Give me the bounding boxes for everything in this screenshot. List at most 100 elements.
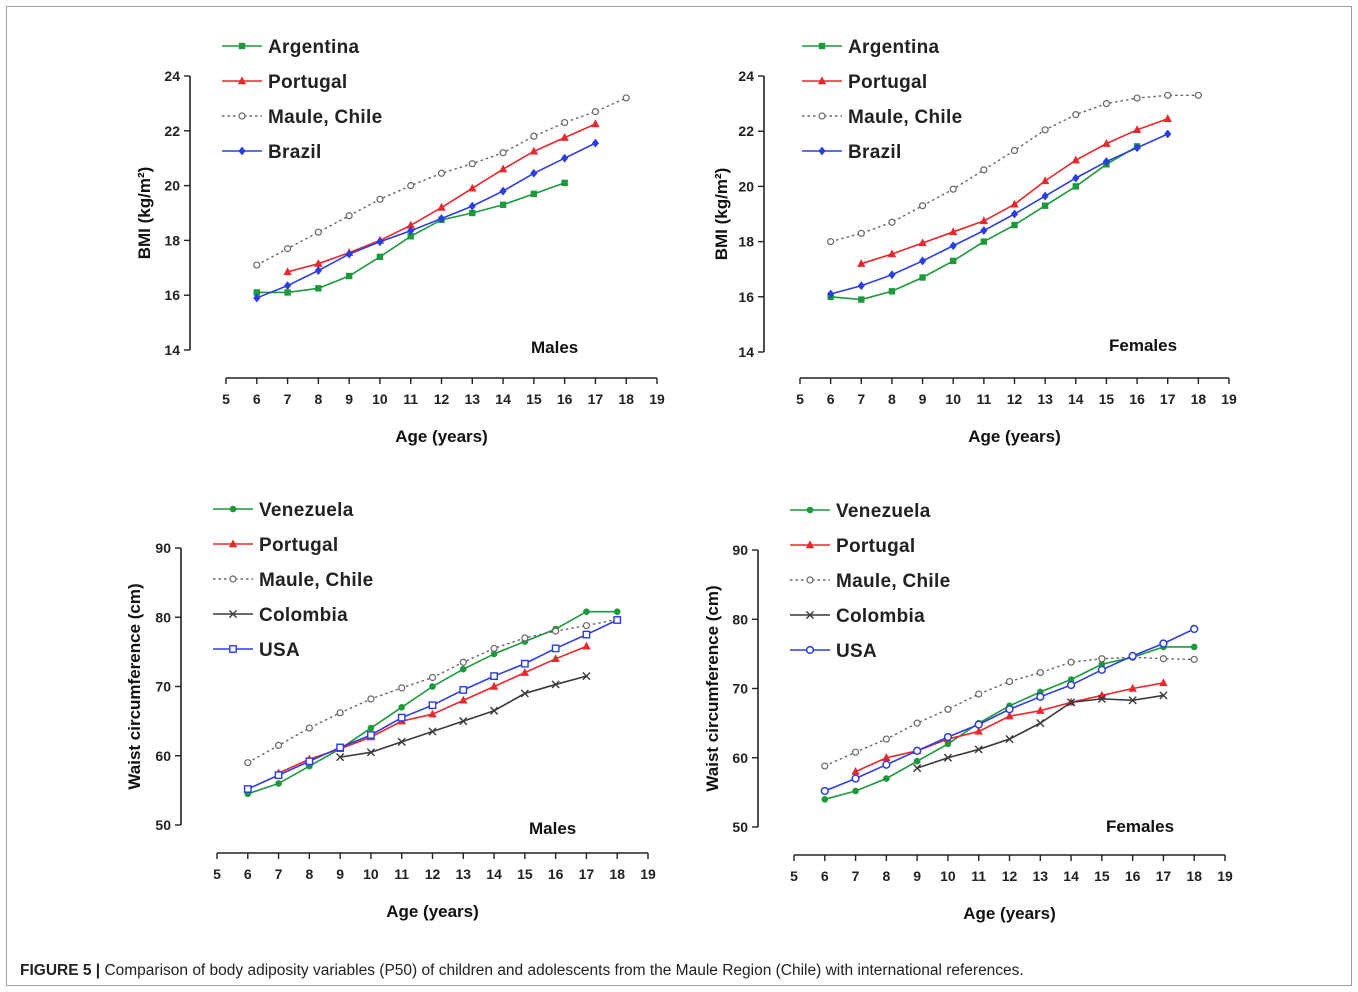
data-point-portugal — [468, 183, 477, 192]
series-usa — [820, 624, 1199, 796]
data-point-usa — [1190, 624, 1199, 634]
data-point-brazil — [499, 186, 507, 196]
x-tick-label: 17 — [1160, 391, 1176, 407]
data-point-brazil — [407, 226, 415, 236]
x-tick-label: 12 — [1007, 391, 1023, 407]
x-tick-label: 15 — [1094, 868, 1110, 884]
data-point-portugal — [560, 133, 569, 141]
legend-label: Brazil — [848, 142, 902, 163]
data-point-usa — [820, 786, 829, 796]
legend-item-colombia: Colombia — [213, 605, 348, 626]
data-point-brazil — [1041, 191, 1049, 201]
x-tick-label: 19 — [649, 391, 665, 407]
legend-marker-colombia — [805, 610, 815, 620]
x-tick-label: 18 — [1186, 868, 1202, 884]
series-portugal — [851, 678, 1168, 775]
data-point-maule-chile — [827, 238, 835, 246]
x-tick-label: 7 — [852, 868, 860, 884]
legend-item-brazil: Brazil — [802, 142, 902, 163]
x-tick-label: 11 — [394, 866, 409, 882]
legend-item-usa: USA — [790, 641, 877, 662]
legend-label: USA — [259, 640, 300, 661]
legend-marker-maule-chile — [229, 575, 237, 583]
legend-item-maule-chile: Maule, Chile — [222, 107, 382, 128]
data-point-usa — [1097, 665, 1107, 674]
data-point-maule-chile — [582, 621, 591, 630]
series-portugal — [857, 114, 1172, 267]
data-point-usa — [428, 701, 437, 710]
legend-marker-maule-chile — [806, 576, 814, 584]
x-tick-label: 6 — [253, 391, 261, 407]
data-point-maule-chile — [1005, 677, 1014, 686]
y-tick-label: 90 — [155, 540, 171, 556]
panel-sex-label: Females — [1106, 817, 1174, 836]
legend: Venezuela Portugal Maule, Chile Colombia USA — [213, 500, 373, 661]
data-point-usa — [912, 746, 922, 755]
legend-marker-maule-chile — [238, 112, 246, 120]
chart-waist-females-svg: 50 60 70 80 90 5 6 7 8 9 10 11 12 13 14 15 16 17 18 19 Age (… — [703, 501, 1233, 923]
data-point-argentina — [888, 288, 896, 295]
data-point-colombia — [1036, 719, 1045, 728]
data-point-colombia — [336, 753, 345, 762]
data-point-colombia — [428, 727, 437, 736]
data-point-portugal — [1132, 125, 1142, 134]
series-line-brazil — [256, 142, 596, 299]
x-tick-label: 13 — [464, 391, 480, 407]
data-point-usa — [551, 644, 560, 653]
chart-bmi-males-svg: 14 16 18 20 22 24 5 6 7 8 9 10 11 12 13 14 15 16 17 18 19 Age… — [135, 37, 665, 446]
data-point-brazil — [314, 266, 322, 275]
x-tick-label: 8 — [314, 391, 322, 407]
data-point-maule-chile — [437, 169, 446, 177]
y-tick-label: 50 — [732, 819, 748, 835]
data-point-brazil — [591, 138, 600, 148]
x-tick-label: 19 — [1221, 391, 1237, 407]
data-point-maule-chile — [253, 261, 261, 269]
legend-item-venezuela: Venezuela — [213, 500, 353, 521]
legend-item-portugal: Portugal — [790, 536, 915, 557]
legend-marker-venezuela — [806, 506, 814, 514]
data-point-argentina — [1041, 202, 1049, 209]
y-tick-label: 22 — [164, 123, 180, 139]
data-point-argentina — [1072, 183, 1079, 190]
x-tick-label: 12 — [425, 866, 441, 882]
legend-label: Colombia — [836, 606, 925, 627]
x-tick-label: 13 — [1037, 391, 1053, 407]
legend-item-maule-chile: Maule, Chile — [802, 107, 962, 128]
data-point-maule-chile — [305, 724, 313, 732]
y-axis-title: Waist circumference (cm) — [125, 583, 144, 789]
data-point-portugal — [1040, 176, 1050, 185]
legend-marker-maule-chile — [818, 112, 826, 120]
data-point-brazil — [1072, 173, 1080, 183]
data-point-venezuela — [613, 608, 621, 616]
data-point-maule-chile — [314, 228, 322, 236]
x-tick-label: 10 — [945, 391, 961, 407]
data-point-maule-chile — [1072, 111, 1080, 119]
data-point-venezuela — [852, 787, 859, 795]
x-tick-label: 9 — [336, 866, 344, 882]
y-tick-label: 24 — [738, 68, 754, 84]
x-tick-label: 16 — [548, 866, 564, 882]
data-point-maule-chile — [244, 759, 252, 767]
x-tick-label: 13 — [1032, 868, 1048, 884]
data-point-argentina — [345, 272, 353, 280]
data-point-portugal — [1128, 683, 1137, 692]
data-point-colombia — [1005, 734, 1014, 744]
data-point-usa — [882, 760, 891, 769]
data-point-maule-chile — [591, 108, 600, 116]
data-point-maule-chile — [1133, 94, 1141, 102]
data-point-portugal — [1071, 155, 1080, 164]
legend-label: Portugal — [268, 72, 347, 93]
data-point-maule-chile — [1010, 146, 1019, 155]
y-tick-label: 80 — [155, 609, 171, 625]
y-tick-label: 70 — [732, 681, 748, 697]
data-point-colombia — [582, 672, 591, 681]
legend-marker-venezuela — [229, 505, 237, 513]
data-point-venezuela — [913, 757, 921, 765]
legend: Venezuela Portugal Maule, Chile Colombia USA — [790, 501, 950, 662]
data-point-brazil — [1133, 143, 1141, 153]
y-axis-title: BMI (kg/m²) — [712, 168, 731, 261]
x-tick-label: 15 — [517, 866, 533, 882]
legend-label: Maule, Chile — [259, 570, 373, 591]
legend-label: Brazil — [268, 142, 322, 163]
series-line-brazil — [830, 133, 1169, 295]
